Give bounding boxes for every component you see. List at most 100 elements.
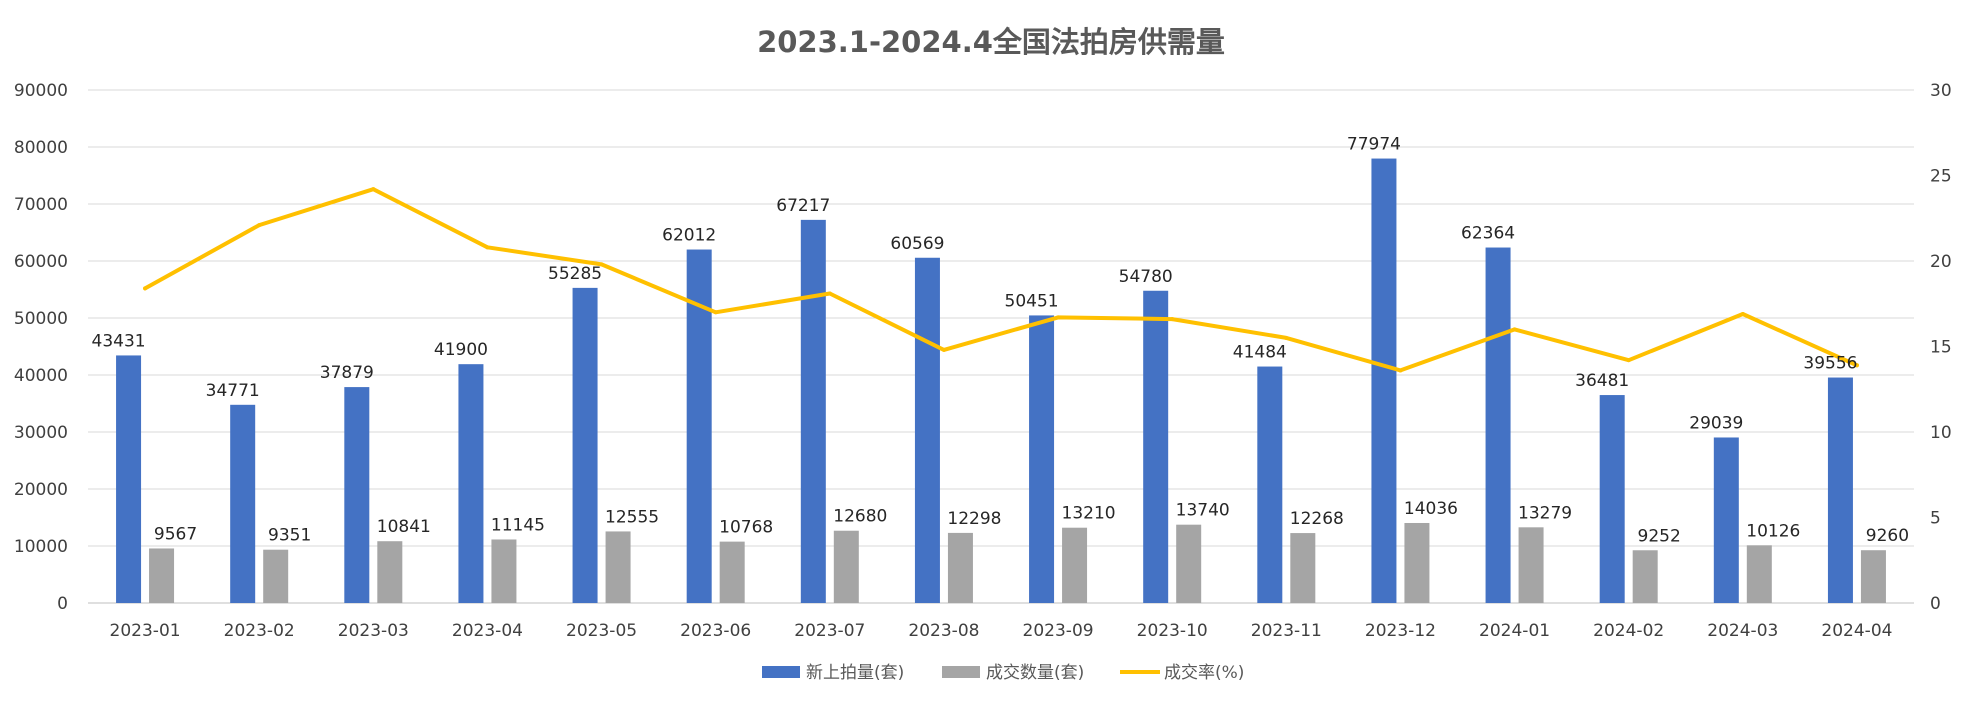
rate-line-path xyxy=(143,187,1859,373)
x-tick-label: 2023-02 xyxy=(224,621,295,641)
data-label: 12555 xyxy=(605,507,659,527)
bar-new-listings xyxy=(1371,158,1397,603)
rate-point xyxy=(1170,317,1175,322)
rate-point xyxy=(371,187,376,192)
data-label: 29039 xyxy=(1689,413,1743,433)
data-label: 62364 xyxy=(1461,224,1515,244)
x-tick-label: 2023-06 xyxy=(680,621,751,641)
bars xyxy=(116,158,1886,603)
data-label: 11145 xyxy=(491,515,545,535)
bar-transactions xyxy=(1632,550,1658,603)
rate-point xyxy=(1740,312,1745,317)
bar-new-listings xyxy=(230,404,256,603)
data-label: 54780 xyxy=(1119,267,1173,287)
data-label: 55285 xyxy=(548,264,602,284)
data-label: 43431 xyxy=(92,331,146,351)
legend-label: 成交数量(套) xyxy=(986,663,1084,683)
data-label: 37879 xyxy=(320,363,374,383)
rate-point xyxy=(1056,315,1061,320)
bar-transactions xyxy=(1176,524,1202,603)
data-label: 41484 xyxy=(1233,343,1287,363)
axes: 0 10000 20000 30000 40000 50000 60000 70000 8000… xyxy=(14,81,1952,641)
rate-point xyxy=(941,347,946,352)
rate-point xyxy=(143,286,148,291)
data-label: 9567 xyxy=(154,524,197,544)
rate-point xyxy=(1626,358,1631,363)
data-labels: 43431 34771 37879 41900 55285 62012 67217 60569… xyxy=(92,135,1910,547)
x-tick-label: 2023-12 xyxy=(1365,621,1436,641)
rate-point xyxy=(1284,335,1289,340)
rate-point xyxy=(485,245,490,250)
rate-point xyxy=(713,310,718,315)
legend-swatch xyxy=(942,666,980,678)
x-tick-label: 2023-04 xyxy=(452,621,523,641)
data-label: 36481 xyxy=(1575,371,1629,391)
bar-new-listings xyxy=(1599,395,1625,603)
bar-new-listings xyxy=(800,219,826,603)
bar-transactions xyxy=(491,539,517,603)
data-label: 12680 xyxy=(833,507,887,527)
y-left-tick-label: 80000 xyxy=(14,138,68,158)
data-label: 14036 xyxy=(1404,499,1458,519)
y-right-tick-label: 0 xyxy=(1930,594,1941,614)
bar-transactions xyxy=(1404,522,1430,603)
y-left-tick-label: 30000 xyxy=(14,423,68,443)
bar-new-listings xyxy=(458,364,484,603)
y-left-tick-label: 10000 xyxy=(14,537,68,557)
bar-transactions xyxy=(605,531,631,603)
bar-transactions xyxy=(263,549,289,603)
bar-new-listings xyxy=(1485,247,1511,603)
x-tick-label: 2024-02 xyxy=(1593,621,1664,641)
data-label: 10126 xyxy=(1746,521,1800,541)
data-label: 77974 xyxy=(1347,135,1401,155)
data-label: 10841 xyxy=(377,517,431,537)
data-label: 62012 xyxy=(662,226,716,246)
data-label: 67217 xyxy=(776,196,830,216)
bar-transactions xyxy=(149,548,175,603)
bar-new-listings xyxy=(914,257,940,603)
bar-transactions xyxy=(377,541,403,603)
rate-line xyxy=(143,187,1859,373)
legend-label: 成交率(%) xyxy=(1164,663,1244,683)
y-left-tick-label: 60000 xyxy=(14,252,68,272)
y-right-tick-label: 5 xyxy=(1930,509,1941,529)
bar-new-listings xyxy=(572,287,598,603)
bar-transactions xyxy=(1290,533,1316,603)
data-label: 13210 xyxy=(1062,504,1116,524)
y-left-tick-label: 50000 xyxy=(14,309,68,329)
legend: 新上拍量(套) 成交数量(套) 成交率(%) xyxy=(762,663,1244,683)
bar-transactions xyxy=(719,541,745,603)
x-tick-label: 2024-04 xyxy=(1821,621,1892,641)
rate-point xyxy=(1854,363,1859,368)
bar-new-listings xyxy=(1143,290,1169,603)
y-left-tick-label: 0 xyxy=(57,594,68,614)
rate-point xyxy=(1398,368,1403,373)
x-tick-label: 2023-10 xyxy=(1137,621,1208,641)
x-tick-label: 2023-05 xyxy=(566,621,637,641)
data-label: 10768 xyxy=(719,518,773,538)
rate-point xyxy=(599,262,604,267)
data-label: 39556 xyxy=(1803,354,1857,374)
bar-new-listings xyxy=(1713,437,1739,603)
legend-swatch xyxy=(762,666,800,678)
legend-label: 新上拍量(套) xyxy=(806,663,904,683)
y-left-tick-label: 20000 xyxy=(14,480,68,500)
x-tick-label: 2023-03 xyxy=(338,621,409,641)
bar-new-listings xyxy=(1029,315,1055,603)
y-right-tick-label: 30 xyxy=(1930,81,1952,101)
y-right-tick-label: 25 xyxy=(1930,167,1952,187)
data-label: 13279 xyxy=(1518,503,1572,523)
data-label: 12268 xyxy=(1290,509,1344,529)
y-left-tick-label: 40000 xyxy=(14,366,68,386)
data-label: 60569 xyxy=(890,234,944,254)
rate-point xyxy=(827,291,832,296)
rate-point xyxy=(257,223,262,228)
data-label: 50451 xyxy=(1005,291,1059,311)
bar-transactions xyxy=(947,532,973,603)
bar-new-listings xyxy=(116,355,142,603)
chart-title: 2023.1-2024.4全国法拍房供需量 xyxy=(757,25,1225,59)
data-label: 41900 xyxy=(434,340,488,360)
bar-new-listings xyxy=(1257,366,1283,603)
